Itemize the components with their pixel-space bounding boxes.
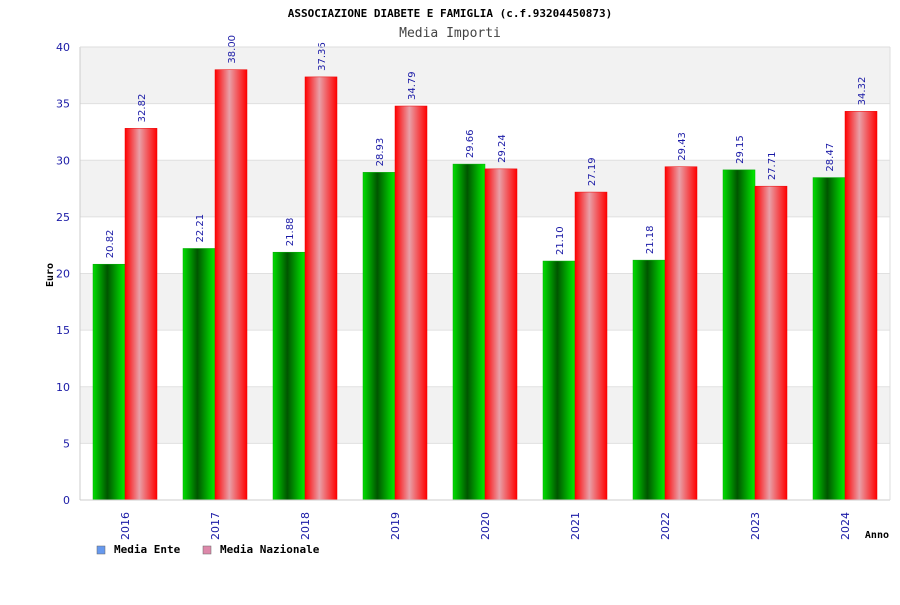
bars: [92, 69, 878, 501]
bar-media-nazionale-2023: [754, 185, 788, 501]
y-tick-labels: 0 5 10 15 20 25 30 35 40: [56, 41, 70, 507]
data-label-media-ente-2021: 21.10: [555, 226, 566, 255]
x-tick-label-2018: 2018: [299, 512, 312, 540]
bar-media-nazionale-2024: [844, 111, 878, 501]
bar-media-nazionale-2019: [394, 105, 428, 501]
legend: Media Ente Media Nazionale: [96, 543, 320, 556]
x-tick-label-2024: 2024: [839, 512, 852, 540]
y-tick-label: 5: [63, 437, 70, 450]
bar-media-nazionale-2016: [124, 128, 158, 501]
data-label-media-nazionale-2017: 38.00: [227, 35, 238, 64]
x-tick-labels: 2016 2017 2018 2019 2020 2021 2022 2023 2024: [119, 512, 852, 540]
bar-media-ente-2024: [812, 177, 846, 501]
y-tick-label: 0: [63, 494, 70, 507]
data-label-media-ente-2016: 20.82: [105, 230, 116, 259]
y-axis-label: Euro: [45, 263, 56, 287]
x-tick-label-2019: 2019: [389, 512, 402, 540]
x-tick-label-2021: 2021: [569, 512, 582, 540]
x-tick-label-2017: 2017: [209, 512, 222, 540]
bar-media-ente-2022: [632, 259, 666, 501]
bar-media-ente-2023: [722, 169, 756, 501]
bar-media-ente-2016: [92, 263, 126, 501]
bar-media-ente-2017: [182, 248, 216, 501]
bar-media-ente-2019: [362, 172, 396, 501]
y-tick-label: 10: [56, 381, 70, 394]
y-tick-label: 15: [56, 324, 70, 337]
data-label-media-ente-2022: 21.18: [645, 225, 656, 254]
bar-media-nazionale-2018: [304, 76, 338, 501]
bar-media-nazionale-2022: [664, 166, 698, 501]
data-label-media-nazionale-2021: 27.19: [587, 157, 598, 186]
chart-title: ASSOCIAZIONE DIABETE E FAMIGLIA (c.f.932…: [288, 7, 613, 20]
value-labels: 20.82 32.82 22.21 38.00 21.88 37.36 28.93 34.79…: [105, 35, 868, 258]
bar-media-nazionale-2020: [484, 168, 518, 501]
data-label-media-ente-2023: 29.15: [735, 135, 746, 164]
data-label-media-ente-2018: 21.88: [285, 218, 296, 247]
x-tick-label-2022: 2022: [659, 512, 672, 540]
x-axis-label: Anno: [865, 530, 889, 541]
legend-label-media-ente: Media Ente: [114, 543, 181, 556]
bar-media-nazionale-2021: [574, 191, 608, 501]
y-tick-label: 35: [56, 98, 70, 111]
bar-media-nazionale-2017: [214, 69, 248, 501]
grid-band: [80, 47, 890, 104]
data-label-media-nazionale-2018: 37.36: [317, 42, 328, 71]
y-tick-label: 40: [56, 41, 70, 54]
x-tick-label-2023: 2023: [749, 512, 762, 540]
data-label-media-nazionale-2024: 34.32: [857, 77, 868, 106]
x-tick-label-2016: 2016: [119, 512, 132, 540]
y-tick-label: 30: [56, 154, 70, 167]
y-tick-label: 20: [56, 268, 70, 281]
data-label-media-nazionale-2022: 29.43: [677, 132, 688, 161]
legend-label-media-nazionale: Media Nazionale: [220, 543, 320, 556]
data-label-media-ente-2020: 29.66: [465, 129, 476, 158]
y-tick-label: 25: [56, 211, 70, 224]
data-label-media-nazionale-2023: 27.71: [767, 152, 778, 181]
data-label-media-ente-2019: 28.93: [375, 138, 386, 167]
axes: [79, 46, 891, 501]
data-label-media-nazionale-2016: 32.82: [137, 94, 148, 123]
bar-media-ente-2020: [452, 163, 486, 501]
chart-subtitle: Media Importi: [399, 26, 501, 41]
legend-swatch-media-ente: [96, 545, 106, 555]
x-tick-label-2020: 2020: [479, 512, 492, 540]
bar-media-ente-2018: [272, 251, 306, 501]
data-label-media-ente-2017: 22.21: [195, 214, 206, 243]
data-label-media-ente-2024: 28.47: [825, 143, 836, 172]
legend-swatch-media-nazionale: [202, 545, 212, 555]
data-label-media-nazionale-2019: 34.79: [407, 71, 418, 100]
bar-media-ente-2021: [542, 260, 576, 501]
data-label-media-nazionale-2020: 29.24: [497, 134, 508, 163]
